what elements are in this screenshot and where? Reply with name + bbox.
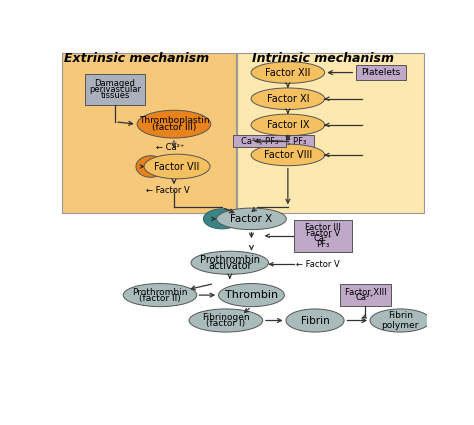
Text: activator: activator xyxy=(208,261,252,271)
Ellipse shape xyxy=(251,144,325,166)
FancyBboxPatch shape xyxy=(340,284,391,306)
Text: Damaged: Damaged xyxy=(95,79,136,88)
Text: (factor II): (factor II) xyxy=(139,294,181,303)
Ellipse shape xyxy=(123,283,197,307)
Text: Thromboplastin: Thromboplastin xyxy=(138,116,209,125)
Text: Thrombin: Thrombin xyxy=(225,290,278,300)
Text: Prothrombin: Prothrombin xyxy=(132,288,188,297)
Text: Ca²⁺: Ca²⁺ xyxy=(356,293,375,302)
Text: Ca²⁺, PF₃: Ca²⁺, PF₃ xyxy=(241,136,278,146)
FancyBboxPatch shape xyxy=(62,53,236,212)
Text: Factor XI: Factor XI xyxy=(266,94,309,104)
Text: Factor V: Factor V xyxy=(306,229,340,238)
Text: Factor XIII: Factor XIII xyxy=(345,288,386,297)
Text: Factor X: Factor X xyxy=(230,214,273,224)
FancyBboxPatch shape xyxy=(262,135,314,147)
Text: Factor IX: Factor IX xyxy=(266,120,309,130)
Text: Fibrinogen: Fibrinogen xyxy=(202,313,250,322)
Ellipse shape xyxy=(217,208,286,230)
Ellipse shape xyxy=(191,251,268,274)
Text: Prothrombin: Prothrombin xyxy=(200,255,260,265)
Text: ← Ca²⁺: ← Ca²⁺ xyxy=(156,143,184,152)
Text: Intrinsic mechanism: Intrinsic mechanism xyxy=(252,52,394,65)
Text: ← Factor V: ← Factor V xyxy=(296,260,339,269)
Text: tissues: tissues xyxy=(100,91,130,99)
FancyBboxPatch shape xyxy=(294,220,352,252)
Text: ← Factor V: ← Factor V xyxy=(146,186,190,195)
Ellipse shape xyxy=(251,114,325,136)
Text: Fibrin
polymer: Fibrin polymer xyxy=(382,311,419,330)
Ellipse shape xyxy=(251,88,325,110)
Text: perivascular: perivascular xyxy=(89,85,141,94)
Ellipse shape xyxy=(189,309,263,332)
Text: Platelets: Platelets xyxy=(361,68,401,77)
Text: Factor VII: Factor VII xyxy=(155,162,200,172)
Text: PF₃: PF₃ xyxy=(316,240,329,249)
Text: Ca²⁺, PF₃: Ca²⁺, PF₃ xyxy=(269,136,307,146)
Text: (factor I): (factor I) xyxy=(206,319,246,328)
FancyBboxPatch shape xyxy=(233,135,285,147)
Ellipse shape xyxy=(286,309,344,332)
Text: Fibrin: Fibrin xyxy=(301,315,329,326)
Text: (factor III): (factor III) xyxy=(152,123,196,132)
Text: Ca²⁺: Ca²⁺ xyxy=(313,234,332,243)
Ellipse shape xyxy=(144,154,210,179)
Ellipse shape xyxy=(219,283,284,307)
FancyBboxPatch shape xyxy=(356,65,406,80)
FancyBboxPatch shape xyxy=(237,53,424,212)
Text: Factor VIII: Factor VIII xyxy=(264,150,312,160)
Ellipse shape xyxy=(137,110,211,138)
Text: Factor XII: Factor XII xyxy=(265,68,310,77)
Text: Factor III: Factor III xyxy=(305,223,341,232)
Ellipse shape xyxy=(136,156,165,177)
Ellipse shape xyxy=(370,309,430,332)
Ellipse shape xyxy=(251,62,325,83)
Text: Extrinsic mechanism: Extrinsic mechanism xyxy=(64,52,210,65)
FancyBboxPatch shape xyxy=(85,74,145,105)
Ellipse shape xyxy=(203,209,241,229)
